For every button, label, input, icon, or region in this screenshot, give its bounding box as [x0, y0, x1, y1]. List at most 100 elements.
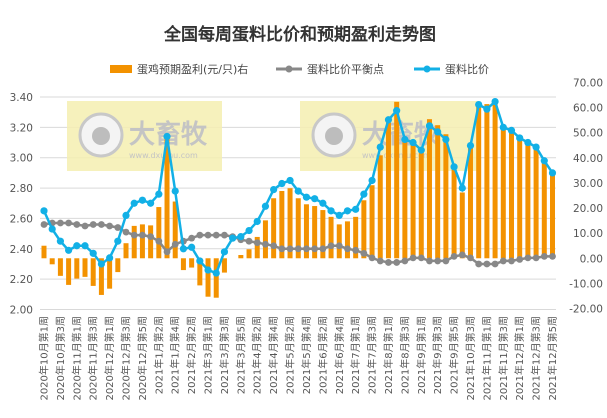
x-tick-label: 2021年3月第5周	[234, 316, 247, 394]
ratio-point	[319, 199, 327, 207]
ratio-point	[417, 146, 425, 154]
ratio-point	[73, 242, 81, 250]
ratio-point	[548, 169, 557, 177]
legend-swatch-profit	[110, 65, 132, 73]
profit-bar	[98, 258, 104, 295]
x-tick-label: 2021年5月第4周	[300, 316, 313, 394]
legend-label-ratio: 蛋料比价	[445, 62, 489, 76]
breakeven-point	[73, 221, 81, 228]
ratio-point	[499, 123, 507, 131]
profit-bar	[467, 147, 473, 259]
breakeven-point	[385, 259, 392, 266]
profit-bar	[295, 198, 301, 259]
x-tick-label: 2021年11月第3周	[497, 316, 510, 401]
ratio-point	[138, 196, 147, 204]
breakeven-point	[499, 257, 507, 265]
x-tick-label: 2020年12月第3周	[120, 316, 133, 401]
x-tick-label: 2021年8月第3周	[398, 316, 411, 394]
breakeven-point	[344, 245, 351, 253]
profit-bar	[492, 100, 498, 259]
breakeven-point	[319, 245, 327, 253]
profit-bar	[426, 119, 432, 259]
breakeven-point	[294, 245, 302, 253]
ratio-point	[163, 132, 171, 141]
breakeven-point	[221, 231, 228, 239]
ratio-point	[343, 207, 352, 215]
ratio-point	[270, 185, 278, 194]
y-right-tick-label: 20.00	[573, 203, 603, 215]
ratio-point	[196, 257, 204, 265]
breakeven-point	[122, 228, 130, 236]
profit-bar	[41, 245, 47, 259]
breakeven-point	[409, 254, 417, 262]
x-tick-label: 2021年9月第3周	[431, 316, 444, 394]
y-left-tick-label: 2.00	[10, 305, 33, 317]
x-tick-label: 2020年10月第3周	[54, 316, 67, 401]
breakeven-point	[442, 257, 450, 265]
profit-bar	[525, 142, 531, 259]
profit-bar	[451, 167, 457, 259]
breakeven-point	[139, 231, 146, 239]
y-left-tick-label: 2.80	[10, 183, 33, 195]
ratio-point	[475, 100, 483, 109]
ratio-point	[434, 128, 442, 136]
x-tick-label: 2020年12月第5周	[136, 316, 149, 401]
x-tick-label: 2021年4月第4周	[267, 316, 280, 394]
ratio-point	[393, 107, 401, 115]
ratio-point	[147, 199, 155, 207]
profit-bar	[344, 221, 350, 259]
y-right-tick-label: 70.00	[573, 78, 603, 90]
profit-bar	[90, 258, 96, 286]
profit-bar	[385, 122, 391, 259]
y-right-tick-label: 50.00	[573, 128, 603, 140]
ratio-point	[401, 135, 409, 144]
ratio-point	[204, 266, 212, 274]
y-left-tick-label: 3.20	[10, 122, 33, 134]
profit-bar	[541, 162, 547, 259]
profit-bar	[303, 204, 309, 259]
breakeven-point	[368, 254, 376, 262]
ratio-point	[368, 176, 376, 185]
breakeven-point	[303, 245, 310, 253]
ratio-point	[524, 138, 532, 147]
profit-bar	[148, 225, 154, 259]
y-right-tick-label: 60.00	[573, 103, 603, 115]
breakeven-point	[549, 252, 556, 260]
profit-bar	[533, 148, 539, 259]
profit-bar	[197, 258, 203, 286]
profit-bar	[394, 101, 400, 259]
breakeven-point	[212, 231, 220, 239]
breakeven-point	[311, 245, 319, 253]
breakeven-point	[491, 260, 499, 268]
breakeven-point	[147, 233, 155, 241]
watermark-logo-pupil	[92, 127, 110, 145]
profit-bar	[410, 142, 416, 259]
ratio-point	[516, 134, 524, 142]
ratio-point	[327, 207, 335, 215]
breakeven-point	[98, 221, 105, 228]
breakeven-point	[253, 239, 261, 247]
breakeven-point	[352, 246, 360, 254]
profit-bar	[213, 258, 219, 298]
profit-bar	[74, 258, 80, 279]
y-left-tick-label: 2.60	[10, 213, 33, 225]
ratio-point	[114, 237, 122, 245]
profit-bar	[443, 134, 449, 259]
breakeven-point	[262, 240, 269, 248]
profit-bar	[312, 206, 318, 259]
x-tick-label: 2021年6月第4周	[333, 316, 346, 394]
ratio-point	[97, 260, 106, 268]
x-axis: 2020年10月第1周 2020年10月第3周 2020年11月第1周 2020年11…	[38, 316, 560, 401]
ratio-point	[286, 176, 294, 185]
profit-bar	[508, 131, 514, 259]
ratio-point	[89, 249, 97, 257]
ratio-point	[466, 141, 475, 150]
profit-bar	[156, 207, 162, 259]
ratio-point	[40, 207, 48, 215]
breakeven-point	[516, 256, 524, 263]
breakeven-point	[204, 231, 212, 239]
y-left-tick-label: 2.40	[10, 244, 33, 256]
breakeven-point	[417, 254, 425, 262]
x-tick-label: 2020年11月第1周	[70, 316, 83, 401]
